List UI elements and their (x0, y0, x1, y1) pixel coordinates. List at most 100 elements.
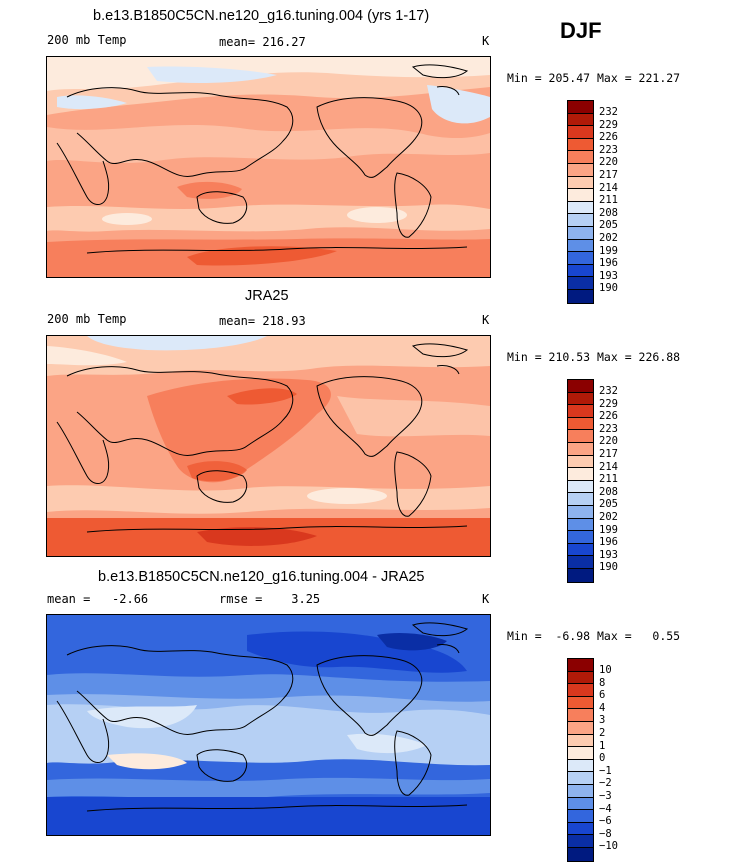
colorbar-swatch (568, 772, 593, 785)
panel1-variable-label: 200 mb Temp (47, 33, 127, 47)
colorbar-tick-label: −3 (599, 789, 612, 802)
colorbar-tick-label: 10 (599, 664, 612, 676)
colorbar-tick-label: −2 (599, 777, 612, 790)
colorbar-tick-label: 196 (599, 536, 618, 549)
colorbar-tick-label: 199 (599, 523, 618, 536)
colorbar-swatch (568, 480, 593, 494)
panel3-map (46, 614, 491, 836)
colorbar-tick-label: 0 (599, 752, 606, 765)
colorbar-swatch (568, 442, 593, 456)
colorbar-swatch (568, 176, 593, 190)
colorbar-tick-label: 205 (599, 498, 618, 511)
colorbar-tick-label: 214 (599, 460, 618, 473)
colorbar-swatch (568, 126, 593, 139)
panel3-title: b.e13.B1850C5CN.ne120_g16.tuning.004 - J… (98, 569, 425, 585)
colorbar-tick-label: 226 (599, 131, 618, 144)
colorbar-tick-label: 193 (599, 269, 618, 282)
colorbar-tick-label: 4 (599, 701, 606, 714)
colorbar-swatch (568, 784, 593, 798)
colorbar-swatch (568, 163, 593, 177)
colorbar-swatch (568, 568, 593, 582)
colorbar-tick-label: −4 (599, 802, 612, 815)
colorbar-swatch (568, 138, 593, 152)
colorbar-swatch (568, 696, 593, 710)
colorbar-swatch (568, 797, 593, 811)
colorbar-tick-label: −10 (599, 840, 618, 853)
colorbar-tick-label: 208 (599, 206, 618, 219)
colorbar-tick-label: 2 (599, 726, 606, 739)
colorbar-swatch (568, 226, 593, 240)
colorbar-tick-label: 190 (599, 561, 618, 574)
panel2-map (46, 335, 491, 557)
colorbar-swatch (568, 189, 593, 202)
panel2-colorbar-labels: 232 229 226 223 220 217 214 211 208 205 202 199 196 1… (599, 385, 618, 574)
colorbar-tick-label: 214 (599, 181, 618, 194)
colorbar-swatch (568, 214, 593, 227)
colorbar-swatch (568, 430, 593, 443)
colorbar-tick-label: 190 (599, 282, 618, 295)
panel3-mean-label: mean = -2.66 (47, 592, 149, 606)
colorbar-swatch (568, 684, 593, 697)
panel1-colorbar-labels: 232 229 226 223 220 217 214 211 208 205 202 199 196 1… (599, 106, 618, 295)
colorbar-swatch (568, 847, 593, 861)
panel3-units-label: K (482, 592, 490, 606)
colorbar-swatch (568, 531, 593, 544)
colorbar-swatch (568, 101, 593, 114)
colorbar-tick-label: −8 (599, 827, 612, 840)
colorbar-tick-label: 6 (599, 689, 606, 702)
panel3-minmax: Min = -6.98 Max = 0.55 (507, 629, 681, 643)
colorbar-swatch (568, 392, 593, 406)
colorbar-swatch (568, 810, 593, 823)
colorbar-tick-label: 196 (599, 257, 618, 270)
colorbar-swatch (568, 201, 593, 215)
colorbar-swatch (568, 556, 593, 569)
colorbar-swatch (568, 289, 593, 303)
panel1-mean-label: mean= 216.27 (219, 35, 306, 49)
colorbar-swatch (568, 518, 593, 532)
colorbar-tick-label: 223 (599, 422, 618, 435)
colorbar-swatch (568, 505, 593, 519)
colorbar-tick-label: 232 (599, 385, 618, 397)
colorbar-tick-label: 226 (599, 410, 618, 423)
colorbar-swatch (568, 151, 593, 164)
colorbar-tick-label: 229 (599, 397, 618, 410)
colorbar-swatch (568, 417, 593, 431)
panel2-minmax: Min = 210.53 Max = 226.88 (507, 350, 681, 364)
colorbar-swatch (568, 721, 593, 735)
colorbar-swatch (568, 543, 593, 557)
panel2-colorbar (567, 379, 594, 583)
panel1-colorbar (567, 100, 594, 304)
colorbar-tick-label: −6 (599, 815, 612, 828)
colorbar-tick-label: 208 (599, 485, 618, 498)
colorbar-swatch (568, 252, 593, 265)
colorbar-swatch (568, 113, 593, 127)
season-label: DJF (560, 18, 602, 43)
panel2-variable-label: 200 mb Temp (47, 312, 127, 326)
colorbar-tick-label: 202 (599, 231, 618, 244)
colorbar-swatch (568, 239, 593, 253)
colorbar-tick-label: −1 (599, 764, 612, 777)
colorbar-swatch (568, 468, 593, 481)
panel1-title: b.e13.B1850C5CN.ne120_g16.tuning.004 (yr… (93, 8, 430, 24)
colorbar-tick-label: 217 (599, 168, 618, 181)
colorbar-tick-label: 229 (599, 118, 618, 131)
panel3-colorbar-labels: 10 8 6 4 3 2 1 0 −1 −2 −3 −4 −6 −8 −10 (599, 664, 618, 853)
colorbar-tick-label: 211 (599, 194, 618, 207)
panel2-units-label: K (482, 313, 490, 327)
colorbar-swatch (568, 709, 593, 722)
panel1-units-label: K (482, 34, 490, 48)
colorbar-tick-label: 205 (599, 219, 618, 232)
colorbar-swatch (568, 822, 593, 836)
colorbar-tick-label: 232 (599, 106, 618, 118)
colorbar-tick-label: 199 (599, 244, 618, 257)
panel1-map (46, 56, 491, 278)
colorbar-swatch (568, 277, 593, 290)
colorbar-tick-label: 193 (599, 548, 618, 561)
panel3-colorbar (567, 658, 594, 862)
panel1-minmax: Min = 205.47 Max = 221.27 (507, 71, 681, 85)
colorbar-tick-label: 220 (599, 435, 618, 448)
colorbar-tick-label: 220 (599, 156, 618, 169)
colorbar-swatch (568, 493, 593, 506)
panel2-title: JRA25 (245, 288, 289, 304)
panel3-rmse-label: rmse = 3.25 (219, 592, 321, 606)
